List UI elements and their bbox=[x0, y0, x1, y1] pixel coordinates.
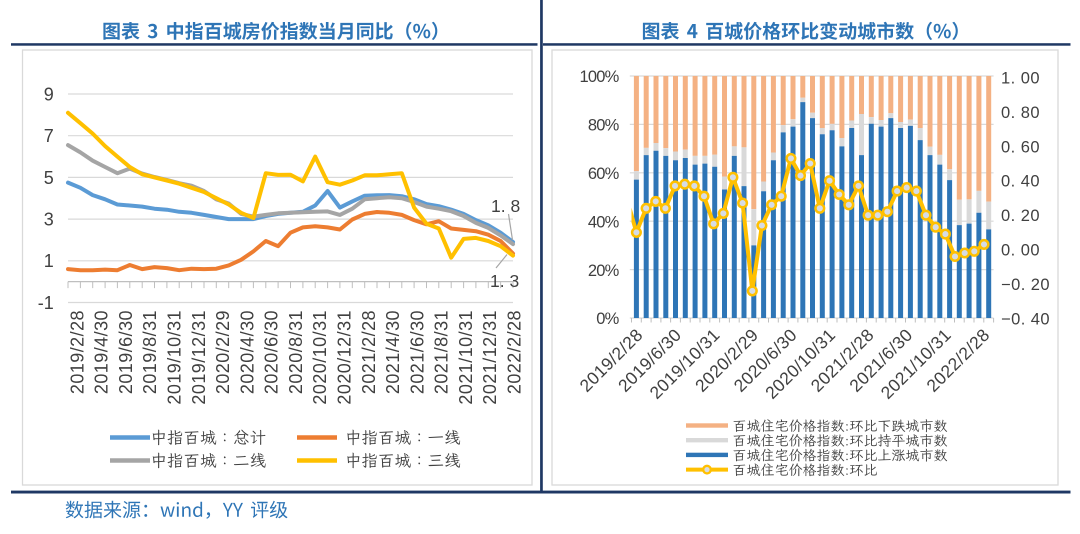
svg-text:2019/2/28: 2019/2/28 bbox=[67, 310, 87, 394]
svg-text:2019/12/31: 2019/12/31 bbox=[189, 310, 209, 405]
svg-text:0%: 0% bbox=[596, 310, 619, 328]
svg-text:1. 00: 1. 00 bbox=[1001, 69, 1040, 87]
svg-text:2021/10/31: 2021/10/31 bbox=[456, 310, 476, 405]
svg-text:2020/12/31: 2020/12/31 bbox=[335, 310, 355, 405]
svg-text:40%: 40% bbox=[588, 213, 620, 231]
svg-text:2019/4/30: 2019/4/30 bbox=[92, 310, 112, 394]
svg-text:2022/2/28: 2022/2/28 bbox=[505, 310, 525, 394]
svg-text:7: 7 bbox=[44, 126, 54, 146]
svg-text:−0. 20: −0. 20 bbox=[1001, 276, 1050, 294]
svg-text:−0. 40: −0. 40 bbox=[1001, 311, 1050, 329]
svg-text:2020/10/31: 2020/10/31 bbox=[310, 310, 330, 405]
svg-text:2021/12/31: 2021/12/31 bbox=[480, 310, 500, 405]
svg-text:1. 3: 1. 3 bbox=[490, 271, 519, 291]
svg-text:2019/6/30: 2019/6/30 bbox=[116, 310, 136, 394]
svg-text:0. 60: 0. 60 bbox=[1001, 138, 1040, 156]
svg-text:1: 1 bbox=[44, 251, 54, 271]
svg-text:1. 8: 1. 8 bbox=[491, 196, 520, 216]
svg-text:9: 9 bbox=[44, 84, 54, 104]
svg-text:2019/8/31: 2019/8/31 bbox=[140, 310, 160, 394]
svg-text:2020/8/31: 2020/8/31 bbox=[286, 310, 306, 394]
svg-text:0. 40: 0. 40 bbox=[1001, 173, 1040, 191]
svg-text:2021/8/31: 2021/8/31 bbox=[432, 310, 452, 394]
svg-text:80%: 80% bbox=[588, 117, 620, 135]
svg-text:2020/6/30: 2020/6/30 bbox=[262, 310, 282, 394]
svg-text:100%: 100% bbox=[579, 68, 619, 86]
svg-text:-1: -1 bbox=[38, 293, 54, 313]
svg-text:2020/2/29: 2020/2/29 bbox=[213, 310, 233, 394]
svg-text:3: 3 bbox=[44, 210, 54, 230]
svg-text:2019/10/31: 2019/10/31 bbox=[165, 310, 185, 405]
svg-text:2020/4/30: 2020/4/30 bbox=[237, 310, 257, 394]
svg-text:2021/2/28: 2021/2/28 bbox=[359, 310, 379, 394]
svg-text:2021/6/30: 2021/6/30 bbox=[407, 310, 427, 394]
svg-text:2021/4/30: 2021/4/30 bbox=[383, 310, 403, 394]
svg-text:0. 00: 0. 00 bbox=[1001, 242, 1040, 260]
svg-text:0. 20: 0. 20 bbox=[1001, 207, 1040, 225]
svg-text:20%: 20% bbox=[588, 262, 620, 280]
svg-text:60%: 60% bbox=[588, 165, 620, 183]
svg-text:0. 80: 0. 80 bbox=[1001, 104, 1040, 122]
svg-text:5: 5 bbox=[44, 168, 54, 188]
